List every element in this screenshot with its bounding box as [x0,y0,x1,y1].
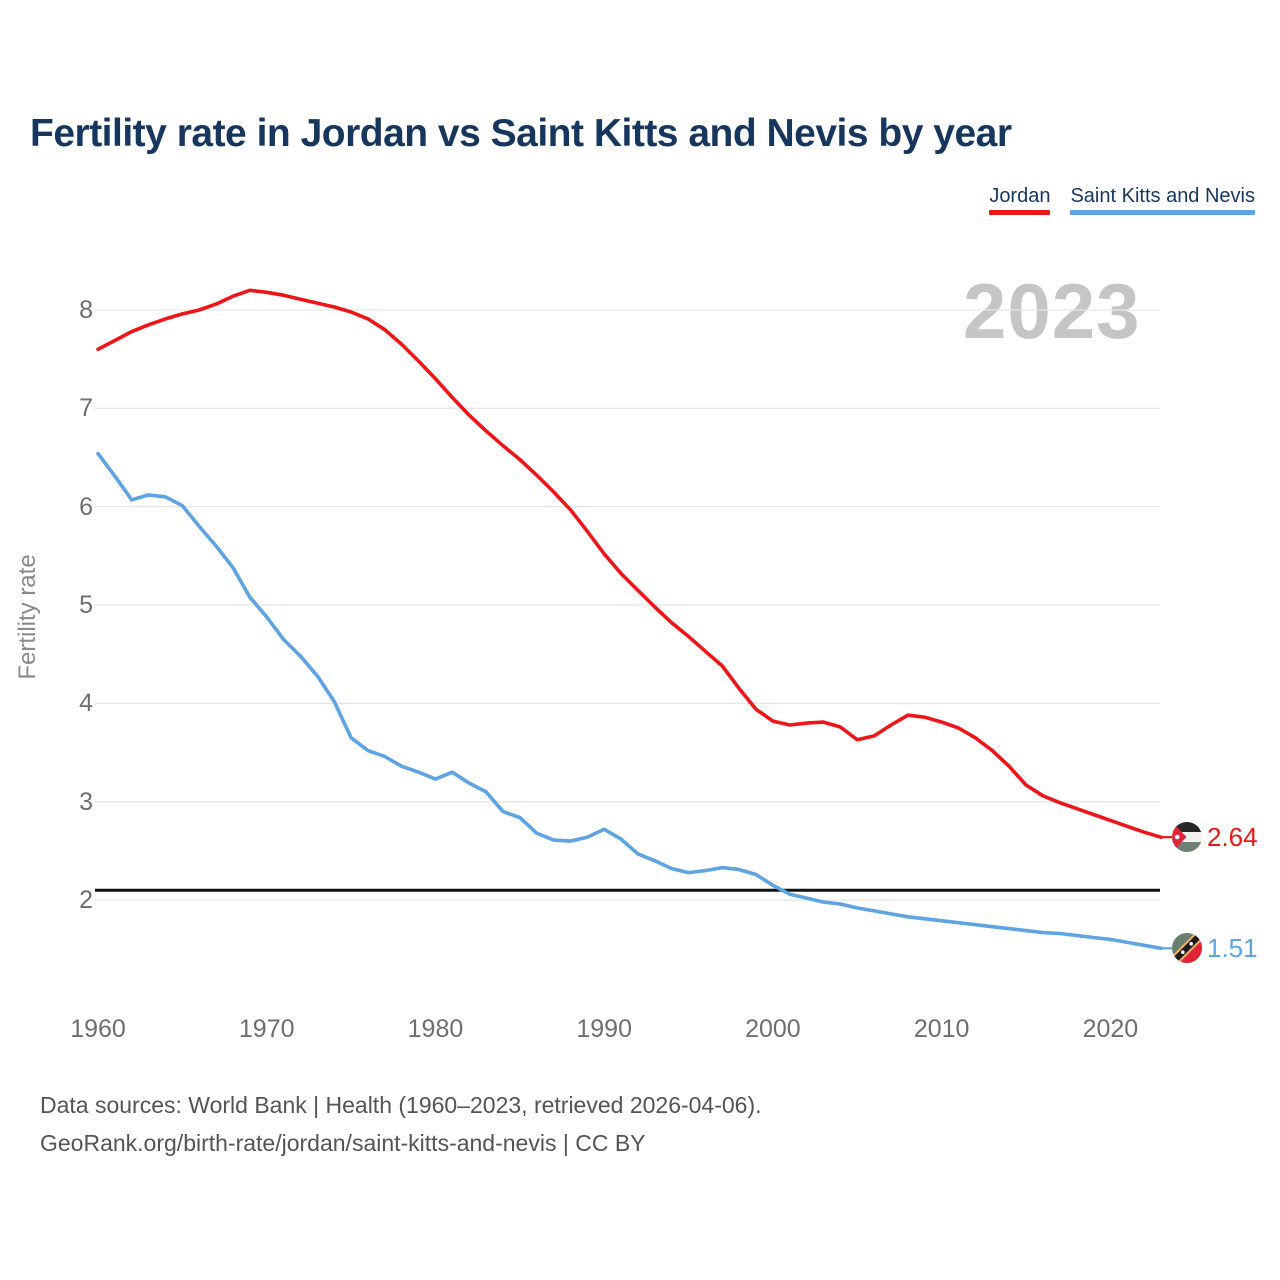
legend-label-jordan: Jordan [989,185,1051,207]
legend-color-bar-jordan [989,210,1051,215]
legend-item-saint-kitts-and-nevis[interactable]: Saint Kitts and Nevis [1070,184,1255,215]
legend-item-jordan[interactable]: Jordan [989,184,1051,215]
x-tick-label: 2010 [913,1015,970,1043]
y-tick-label: 6 [79,492,93,521]
saint-kitts-and-nevis-end-value-label: 1.51 [1207,933,1258,964]
x-tick-label: 1960 [70,1015,126,1043]
y-tick-label: 8 [79,296,93,324]
footer-line-2: GeoRank.org/birth-rate/jordan/saint-kitt… [40,1130,646,1156]
legend-label-saint-kitts-and-nevis: Saint Kitts and Nevis [1070,185,1255,207]
jordan-flag-icon [1172,822,1202,853]
data-source-footer: Data sources: World Bank | Health (1960–… [40,1086,762,1162]
y-tick-label: 7 [79,394,93,423]
y-tick-label: 4 [79,689,93,718]
legend-color-bar-saint-kitts-and-nevis [1070,210,1255,215]
x-tick-label: 2020 [1082,1015,1139,1043]
footer-line-1: Data sources: World Bank | Health (1960–… [40,1092,762,1118]
x-tick-label: 2000 [745,1015,801,1043]
x-tick-label: 1990 [576,1015,632,1043]
page-title: Fertility rate in Jordan vs Saint Kitts … [30,112,1012,155]
x-tick-label: 1970 [238,1015,295,1043]
y-tick-label: 3 [79,787,93,816]
saint-kitts-and-nevis-flag-icon [1172,933,1202,964]
legend: Jordan Saint Kitts and Nevis [989,184,1255,215]
y-tick-label: 2 [79,886,93,915]
year-watermark: 2023 [963,267,1141,355]
jordan-end-value-label: 2.64 [1207,822,1258,853]
y-tick-label: 5 [79,591,93,620]
x-tick-label: 1980 [407,1015,464,1043]
